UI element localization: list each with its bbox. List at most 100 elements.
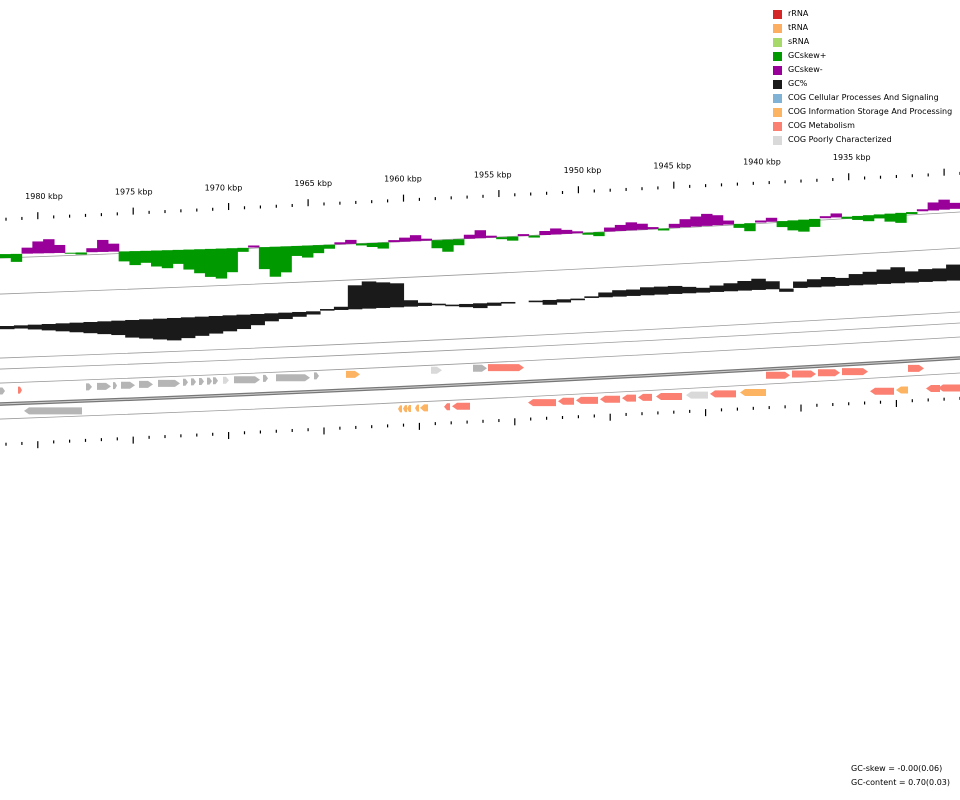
legend-label: GCskew-	[788, 65, 823, 74]
gc-skew-bar	[539, 231, 551, 236]
kbp-label: 1980 kbp	[25, 192, 63, 201]
kbp-label: 1965 kbp	[294, 179, 332, 188]
gc-skew-bar	[895, 212, 907, 223]
gene-arrow	[444, 403, 450, 411]
gc-content-bar	[667, 285, 683, 294]
gc-skew-bar	[819, 216, 832, 219]
legend-label: sRNA	[788, 37, 810, 46]
gc-skew-bar	[258, 247, 271, 270]
gc-content-bar	[459, 303, 474, 308]
gc-skew-bar	[420, 238, 433, 241]
gc-skew-bar	[172, 249, 184, 264]
gene-arrow	[686, 391, 708, 399]
legend-swatch	[773, 94, 782, 103]
gc-content-bar	[737, 281, 752, 291]
gc-skew-bar	[463, 234, 476, 239]
gc-content-bar	[820, 276, 836, 287]
gc-content-bar	[97, 321, 112, 335]
gc-content-bar	[570, 298, 585, 301]
gc-skew-bar	[399, 237, 411, 242]
gc-skew-bar	[86, 248, 98, 253]
gc-content-bar	[709, 285, 725, 292]
gene-arrow	[403, 405, 407, 413]
stats-box: GC-skew = -0.00(0.06) GC-content = 0.70(…	[851, 762, 950, 790]
gc-content-bar	[640, 287, 655, 296]
gc-content-bar	[347, 285, 363, 310]
gc-skew-track	[0, 199, 960, 279]
gene-arrow	[263, 374, 268, 382]
gene-arrow	[199, 377, 204, 385]
gc-content-bar	[695, 287, 711, 293]
gc-skew-bar	[733, 223, 745, 228]
legend-swatch	[773, 10, 782, 19]
track-guide	[0, 311, 960, 359]
kbp-label: 1950 kbp	[564, 166, 602, 175]
gene-arrow	[656, 393, 682, 401]
gc-skew-bar	[431, 240, 443, 249]
gc-content-bar	[723, 283, 738, 292]
gc-content-bar	[653, 286, 669, 295]
gc-skew-bar	[32, 241, 44, 254]
legend-label: COG Information Storage And Processing	[788, 107, 953, 116]
gc-content-bar	[890, 267, 905, 284]
gc-skew-stat: GC-skew = -0.00(0.06)	[851, 764, 943, 773]
legend-swatch	[773, 38, 782, 47]
gc-skew-bar	[679, 219, 691, 228]
gc-content-bar	[361, 281, 377, 309]
legend-swatch	[773, 52, 782, 61]
gc-skew-bar	[722, 220, 735, 225]
gc-skew-bar	[528, 235, 540, 238]
gene-arrow	[473, 364, 487, 372]
gc-skew-bar	[129, 251, 141, 266]
gc-content-bar	[333, 306, 349, 310]
kbp-labels: 1980 kbp 1975 kbp 1970 kbp 1965 kbp 1960 kbp…	[25, 153, 870, 201]
gc-content-bar	[431, 303, 446, 306]
gc-content-bar	[139, 319, 154, 339]
gc-skew-bar	[107, 243, 120, 252]
legend-label: COG Cellular Processes And Signaling	[788, 93, 939, 102]
gene-arrow	[113, 382, 117, 390]
gc-content-bar	[83, 321, 98, 334]
gc-skew-bar	[830, 213, 842, 218]
gc-content-bar	[41, 323, 57, 331]
gene-arrow	[0, 387, 5, 395]
gc-skew-bar	[808, 218, 821, 227]
gc-skew-bar	[916, 209, 929, 212]
gc-skew-bar	[765, 217, 778, 222]
gene-arrow	[207, 377, 212, 385]
kbp-label: 1940 kbp	[743, 157, 781, 166]
gc-skew-bar	[668, 223, 681, 228]
gc-skew-bar	[0, 254, 12, 259]
gc-skew-bar	[787, 220, 799, 231]
gc-content-bar	[598, 292, 613, 298]
gc-skew-bar	[204, 248, 217, 277]
gene-arrow	[488, 364, 524, 372]
gc-content-bar	[292, 311, 307, 317]
gene-arrow	[97, 382, 111, 390]
gc-content-bar	[0, 326, 15, 330]
legend-swatch	[773, 136, 782, 145]
gene-arrow	[86, 383, 92, 391]
gc-content-bar	[765, 281, 780, 290]
gene-arrow	[818, 369, 840, 377]
gc-content-bar	[417, 302, 432, 306]
gc-skew-bar	[345, 239, 357, 244]
gc-content-bar	[111, 320, 126, 336]
gene-arrow	[191, 378, 196, 386]
gene-arrow	[431, 366, 442, 374]
kbp-label: 1970 kbp	[205, 183, 243, 192]
gc-skew-bar	[949, 202, 960, 209]
gc-skew-bar	[75, 252, 87, 255]
gc-skew-bar	[906, 212, 918, 215]
gc-skew-bar	[657, 228, 670, 231]
gc-skew-bar	[938, 199, 950, 210]
gene-arrow	[407, 404, 411, 412]
kbp-label: 1960 kbp	[384, 175, 422, 184]
track-guides	[0, 211, 960, 420]
gc-skew-bar	[334, 242, 346, 245]
inner-tick-ring	[5, 396, 960, 449]
gc-skew-bar	[248, 245, 260, 248]
gc-skew-bar	[21, 247, 33, 254]
gc-skew-bar	[485, 235, 497, 238]
gc-skew-bar	[409, 235, 422, 242]
